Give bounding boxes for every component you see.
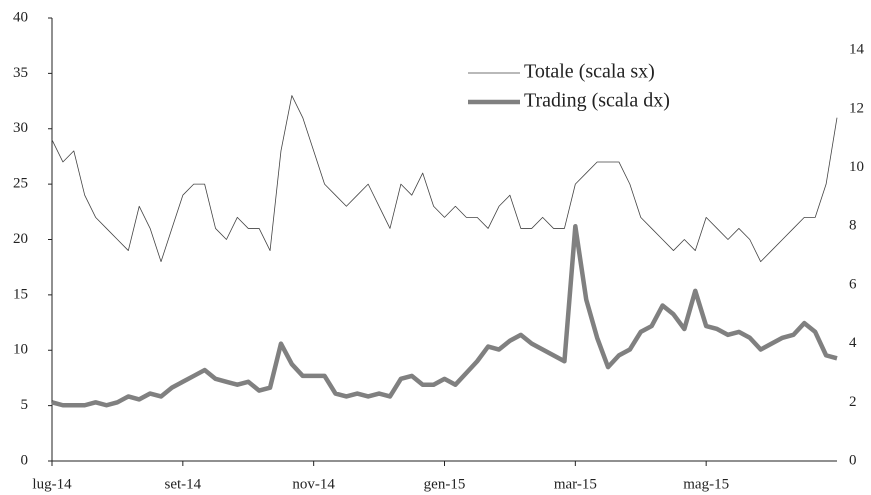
y-tick-label: 10 bbox=[13, 342, 28, 358]
legend-label: Totale (scala sx) bbox=[524, 61, 655, 83]
y2-tick-label: 2 bbox=[849, 394, 857, 410]
y-tick-label: 0 bbox=[21, 452, 29, 468]
y2-tick-label: 14 bbox=[849, 42, 865, 58]
series-line bbox=[51, 224, 838, 408]
x-tick-label: nov-14 bbox=[292, 476, 335, 492]
y-tick-label: 25 bbox=[13, 176, 28, 192]
legend-label: Trading (scala dx) bbox=[524, 90, 670, 112]
y-tick-label: 30 bbox=[13, 120, 28, 136]
y2-tick-label: 10 bbox=[849, 159, 864, 175]
y-tick-label: 40 bbox=[13, 9, 28, 25]
series-line bbox=[51, 95, 838, 263]
x-tick-label: mag-15 bbox=[683, 476, 729, 492]
y2-tick-label: 0 bbox=[849, 452, 857, 468]
y2-tick-label: 8 bbox=[849, 218, 857, 234]
x-tick-label: mar-15 bbox=[554, 476, 597, 492]
x-tick-label: gen-15 bbox=[424, 476, 466, 492]
y2-tick-label: 4 bbox=[849, 335, 857, 351]
y-tick-label: 20 bbox=[13, 231, 28, 247]
y-tick-label: 15 bbox=[13, 286, 28, 302]
x-tick-label: lug-14 bbox=[32, 476, 72, 492]
x-tick-label: set-14 bbox=[164, 476, 201, 492]
y2-tick-label: 12 bbox=[849, 100, 864, 116]
y-tick-label: 5 bbox=[21, 397, 29, 413]
y2-tick-label: 6 bbox=[849, 276, 857, 292]
y-tick-label: 35 bbox=[13, 65, 28, 81]
